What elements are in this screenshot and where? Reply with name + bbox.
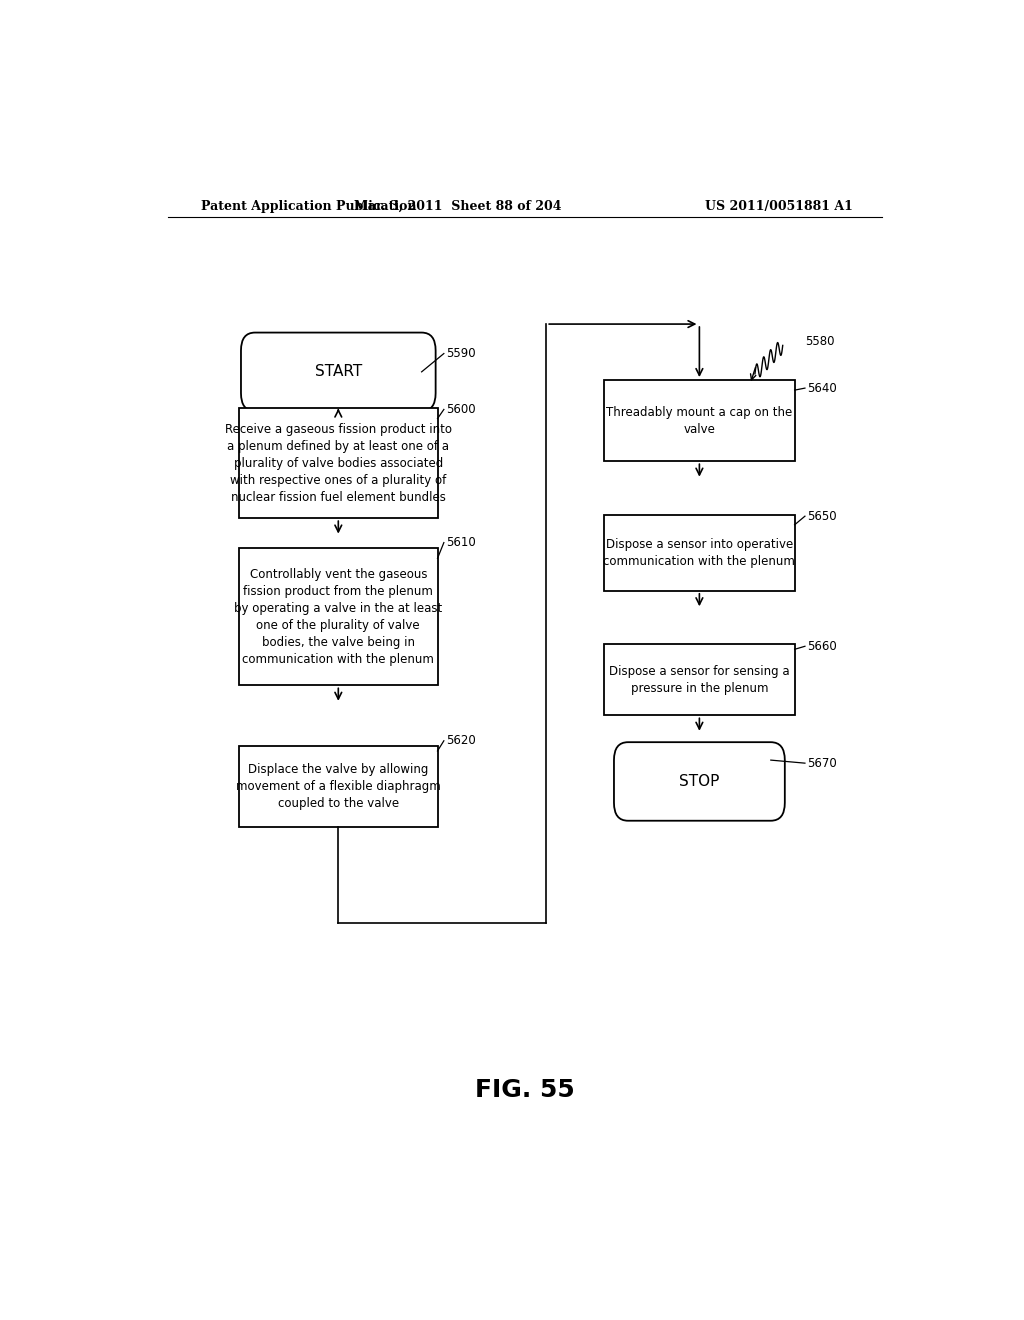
Text: US 2011/0051881 A1: US 2011/0051881 A1 <box>705 199 853 213</box>
Text: 5600: 5600 <box>446 403 476 416</box>
Text: 5650: 5650 <box>807 510 837 523</box>
Text: FIG. 55: FIG. 55 <box>475 1078 574 1102</box>
Text: Receive a gaseous fission product into
a plenum defined by at least one of a
plu: Receive a gaseous fission product into a… <box>225 422 452 504</box>
Text: STOP: STOP <box>679 774 720 789</box>
Text: 5610: 5610 <box>446 536 476 549</box>
Bar <box>240 746 437 828</box>
Bar <box>604 515 795 591</box>
Text: 5660: 5660 <box>807 640 837 653</box>
FancyBboxPatch shape <box>241 333 435 411</box>
Text: Displace the valve by allowing
movement of a flexible diaphragm
coupled to the v: Displace the valve by allowing movement … <box>236 763 440 810</box>
Text: Controllably vent the gaseous
fission product from the plenum
by operating a val: Controllably vent the gaseous fission pr… <box>234 568 442 665</box>
Bar <box>604 644 795 715</box>
Text: 5590: 5590 <box>446 347 476 360</box>
Text: 5640: 5640 <box>807 381 837 395</box>
Text: Dispose a sensor into operative
communication with the plenum: Dispose a sensor into operative communic… <box>603 537 796 568</box>
Text: 5580: 5580 <box>805 335 835 348</box>
FancyBboxPatch shape <box>614 742 784 821</box>
Text: Dispose a sensor for sensing a
pressure in the plenum: Dispose a sensor for sensing a pressure … <box>609 665 790 694</box>
Text: Threadably mount a cap on the
valve: Threadably mount a cap on the valve <box>606 405 793 436</box>
Bar <box>240 408 437 519</box>
Text: START: START <box>314 364 361 379</box>
Bar <box>604 380 795 461</box>
Text: Patent Application Publication: Patent Application Publication <box>201 199 417 213</box>
Text: 5670: 5670 <box>807 756 837 770</box>
Text: 5620: 5620 <box>446 734 476 747</box>
Bar <box>240 548 437 685</box>
Text: Mar. 3, 2011  Sheet 88 of 204: Mar. 3, 2011 Sheet 88 of 204 <box>353 199 561 213</box>
